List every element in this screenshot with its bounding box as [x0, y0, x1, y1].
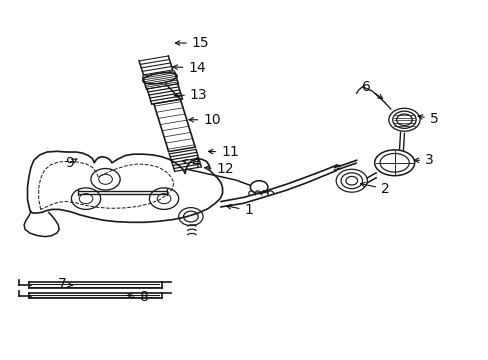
Text: 10: 10: [189, 113, 220, 127]
Text: 4: 4: [183, 156, 199, 170]
Text: 1: 1: [226, 203, 253, 217]
Text: 6: 6: [361, 80, 382, 99]
Text: 9: 9: [65, 156, 77, 170]
Text: 12: 12: [204, 162, 234, 176]
Text: 13: 13: [174, 87, 207, 102]
Text: 15: 15: [175, 36, 209, 50]
Text: 2: 2: [360, 182, 389, 196]
Text: 8: 8: [127, 290, 148, 304]
Text: 7: 7: [58, 277, 73, 291]
Text: 14: 14: [173, 61, 205, 75]
Text: 11: 11: [208, 145, 238, 159]
Text: 3: 3: [413, 153, 433, 167]
Text: 5: 5: [417, 112, 438, 126]
